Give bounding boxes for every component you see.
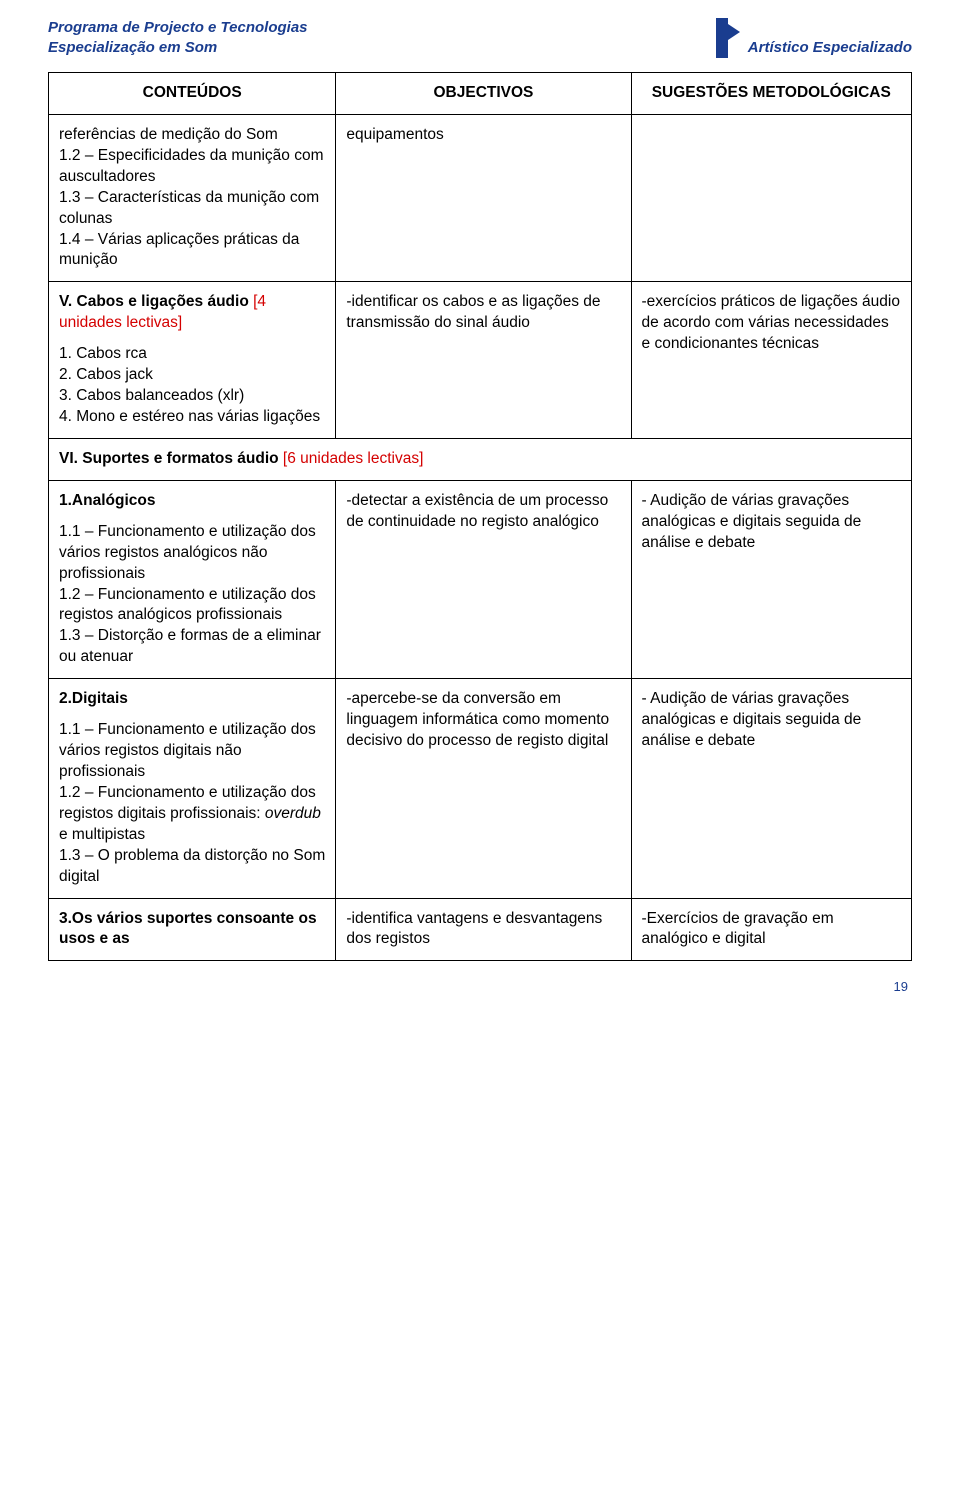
cell-text: 1.2 – Funcionamento e utilização dos reg… — [59, 783, 325, 846]
cell-objectivos: -identifica vantagens e desvantagens dos… — [336, 898, 631, 961]
cell-text: 3. Cabos balanceados (xlr) — [59, 386, 325, 407]
cell-text-part: e multipistas — [59, 826, 145, 843]
cell-conteudos: V. Cabos e ligações áudio [4 unidades le… — [49, 282, 336, 439]
cell-subhead: 2.Digitais — [59, 689, 325, 710]
cell-text: -Exercícios de gravação em analógico e d… — [642, 909, 901, 951]
cell-text: equipamentos — [346, 125, 620, 146]
cell-sugestoes: - Audição de várias gravações analógicas… — [631, 679, 911, 898]
cell-sugestoes: -Exercícios de gravação em analógico e d… — [631, 898, 911, 961]
cell-sugestoes: - Audição de várias gravações analógicas… — [631, 480, 911, 678]
table-row: 1.Analógicos 1.1 – Funcionamento e utili… — [49, 480, 912, 678]
content-table: CONTEÚDOS OBJECTIVOS SUGESTÕES METODOLÓG… — [48, 72, 912, 961]
cell-objectivos: equipamentos — [336, 114, 631, 281]
section-title-red: [6 unidades lectivas] — [279, 450, 424, 467]
cell-text: 1.2 – Especificidades da munição com aus… — [59, 146, 325, 188]
cell-text: -apercebe-se da conversão em linguagem i… — [346, 689, 620, 752]
cell-objectivos: -detectar a existência de um processo de… — [336, 480, 631, 678]
table-row: referências de medição do Som 1.2 – Espe… — [49, 114, 912, 281]
col-header-sugestoes: SUGESTÕES METODOLÓGICAS — [631, 73, 911, 115]
cell-text: - Audição de várias gravações analógicas… — [642, 491, 901, 554]
cell-text: 1.3 – Características da munição com col… — [59, 188, 325, 230]
cell-text: -exercícios práticos de ligações áudio d… — [642, 292, 901, 355]
header-right-text: Artístico Especializado — [748, 39, 912, 58]
cell-text: 4. Mono e estéreo nas várias ligações — [59, 407, 325, 428]
section-span-row: VI. Suportes e formatos áudio [6 unidade… — [49, 438, 912, 480]
cell-text: 1.4 – Várias aplicações práticas da muni… — [59, 230, 325, 272]
cell-conteudos: 3.Os vários suportes consoante os usos e… — [49, 898, 336, 961]
cell-text-italic: overdub — [265, 805, 321, 822]
table-row: V. Cabos e ligações áudio [4 unidades le… — [49, 282, 912, 439]
cell-sugestoes: -exercícios práticos de ligações áudio d… — [631, 282, 911, 439]
logo-icon — [716, 18, 742, 58]
cell-text: 1.2 – Funcionamento e utilização dos reg… — [59, 585, 325, 627]
cell-text: 1.1 – Funcionamento e utilização dos vár… — [59, 720, 325, 783]
cell-text: -detectar a existência de um processo de… — [346, 491, 620, 533]
cell-text-bold: 3.Os vários suportes consoante os usos e… — [59, 910, 317, 948]
cell-text: 1.1 – Funcionamento e utilização dos vár… — [59, 522, 325, 585]
cell-text: -identificar os cabos e as ligações de t… — [346, 292, 620, 334]
section-title-bold: VI. Suportes e formatos áudio — [59, 450, 279, 467]
cell-text: 2. Cabos jack — [59, 365, 325, 386]
cell-text: - Audição de várias gravações analógicas… — [642, 689, 901, 752]
col-header-conteudos: CONTEÚDOS — [49, 73, 336, 115]
header-left: Programa de Projecto e Tecnologias Espec… — [48, 18, 308, 57]
header-line-2: Especialização em Som — [48, 38, 308, 58]
cell-title: V. Cabos e ligações áudio [4 unidades le… — [59, 292, 325, 334]
page-header: Programa de Projecto e Tecnologias Espec… — [48, 18, 912, 58]
cell-text: 1. Cabos rca — [59, 344, 325, 365]
cell-text: referências de medição do Som — [59, 125, 325, 146]
title-bold: V. Cabos e ligações áudio — [59, 293, 249, 310]
cell-text: -identifica vantagens e desvantagens dos… — [346, 909, 620, 951]
section-heading-cell: VI. Suportes e formatos áudio [6 unidade… — [49, 438, 912, 480]
page-number: 19 — [48, 979, 912, 994]
cell-objectivos: -identificar os cabos e as ligações de t… — [336, 282, 631, 439]
header-right: Artístico Especializado — [716, 18, 912, 58]
table-header-row: CONTEÚDOS OBJECTIVOS SUGESTÕES METODOLÓG… — [49, 73, 912, 115]
cell-text: 1.3 – O problema da distorção no Som dig… — [59, 846, 325, 888]
cell-sugestoes — [631, 114, 911, 281]
col-header-objectivos: OBJECTIVOS — [336, 73, 631, 115]
header-line-1: Programa de Projecto e Tecnologias — [48, 18, 308, 38]
cell-subhead: 1.Analógicos — [59, 491, 325, 512]
cell-text: 1.3 – Distorção e formas de a eliminar o… — [59, 626, 325, 668]
cell-conteudos: 1.Analógicos 1.1 – Funcionamento e utili… — [49, 480, 336, 678]
table-row: 2.Digitais 1.1 – Funcionamento e utiliza… — [49, 679, 912, 898]
table-row: 3.Os vários suportes consoante os usos e… — [49, 898, 912, 961]
cell-conteudos: 2.Digitais 1.1 – Funcionamento e utiliza… — [49, 679, 336, 898]
cell-conteudos: referências de medição do Som 1.2 – Espe… — [49, 114, 336, 281]
cell-objectivos: -apercebe-se da conversão em linguagem i… — [336, 679, 631, 898]
